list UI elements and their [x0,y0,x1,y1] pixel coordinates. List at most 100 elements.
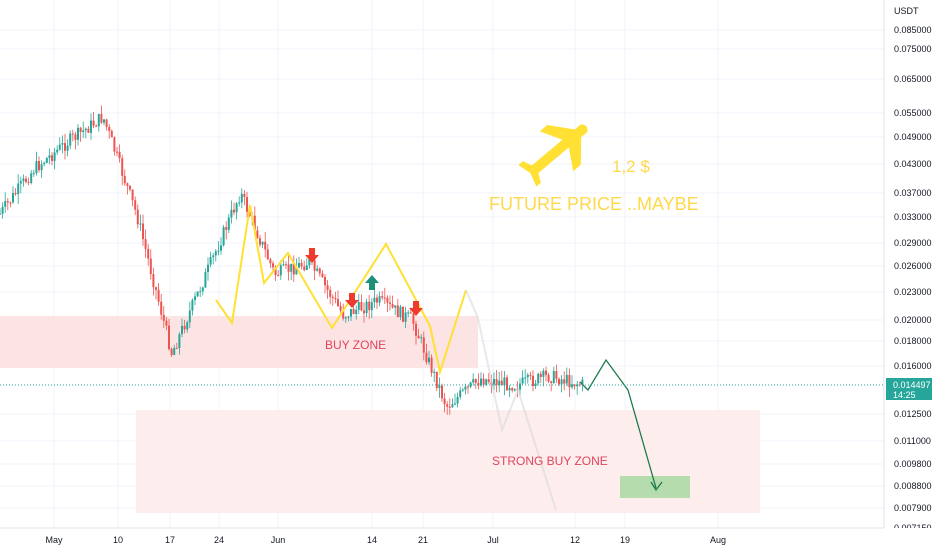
candle-body [568,374,571,388]
candle-body [240,193,243,203]
y-tick-label: 0.043000 [894,159,932,169]
arrow-down-icon [345,293,359,308]
y-tick-label: 0.007900 [894,503,932,513]
x-tick-label: 10 [113,535,123,545]
candle-body [144,239,147,249]
candle-body [282,264,285,266]
candle-body [542,370,545,377]
candle-body [412,313,415,324]
candle-body [547,374,550,382]
candle-body [131,189,134,201]
candle-body [389,302,391,305]
candle-body [126,183,129,186]
candle-body [186,322,189,330]
candle-body [214,251,217,256]
candle-body [1,206,4,214]
candle-body [454,403,456,405]
candle-body [295,267,298,275]
candle-body [321,273,324,277]
candle-body [82,130,85,132]
candle-body [433,371,436,373]
candle-body [318,268,321,274]
candle-body [459,390,462,398]
x-tick-label: Jun [271,535,286,545]
candle-body [272,263,274,268]
candle-body [474,379,477,383]
candle-body [121,158,124,176]
candle-body [269,259,272,264]
candle-body [391,304,394,308]
candle-body [532,375,534,387]
candle-body [571,384,573,388]
price-axis[interactable] [884,0,932,550]
candle-body [537,373,540,384]
candle-body [69,133,72,146]
y-tick-label: 0.012500 [894,409,932,419]
candle-body [386,297,389,303]
candle-body [157,289,160,302]
y-tick-label: 0.016000 [894,361,932,371]
y-tick-label: 0.049000 [894,132,932,142]
candle-body [152,274,155,288]
candle-body [394,305,397,308]
candle-body [129,185,131,190]
candle-body [209,257,212,265]
candle-body [316,268,319,271]
candle-body [381,296,384,298]
candle-body [456,397,459,404]
y-tick-label: 0.023000 [894,287,932,297]
candle-body [25,178,27,182]
candle-body [409,312,412,314]
candle-body [290,263,293,272]
candle-body [123,175,126,184]
x-tick-label: 14 [367,535,377,545]
y-tick-label: 0.008800 [894,481,932,491]
candle-body [175,347,178,349]
candle-body [97,113,100,127]
candle-body [428,357,430,363]
candle-body [467,386,469,388]
candle-body [103,119,105,123]
candle-body [378,296,381,303]
x-tick-label: Jul [487,535,499,545]
candle-body [376,297,378,303]
candle-body [155,287,157,290]
candle-body [134,200,137,210]
candle-body [396,305,399,318]
y-tick-label: 0.029000 [894,238,932,248]
candle-body [446,404,449,407]
y-tick-label: 0.055000 [894,108,932,118]
candle-body [303,266,306,271]
candle-body [259,238,261,245]
candle-body [482,378,485,385]
candle-body [441,385,443,399]
y-tick-label: 0.011000 [894,436,931,446]
candle-body [90,120,92,133]
candle-body [183,325,186,330]
candle-body [576,384,579,387]
candle-body [149,258,152,275]
candle-body [74,134,77,140]
candle-body [243,193,246,198]
buy-zone-rect [0,316,478,368]
candle-body [0,213,1,215]
candle-body [279,265,282,276]
y-tick-label: 0.018000 [894,336,932,346]
candle-body [350,308,352,317]
candle-body [246,197,248,212]
time-axis[interactable] [0,528,932,550]
candle-body [415,323,417,336]
candle-body [287,264,290,272]
candle-body [253,215,256,231]
candle-body [560,379,563,385]
candle-body [477,382,480,386]
candle-body [500,380,503,386]
candle-body [71,133,74,135]
candle-body [555,371,558,379]
candle-body [170,349,173,355]
candle-body [558,378,560,385]
candle-body [233,209,235,213]
candle-body [201,287,204,292]
candles [0,105,584,415]
